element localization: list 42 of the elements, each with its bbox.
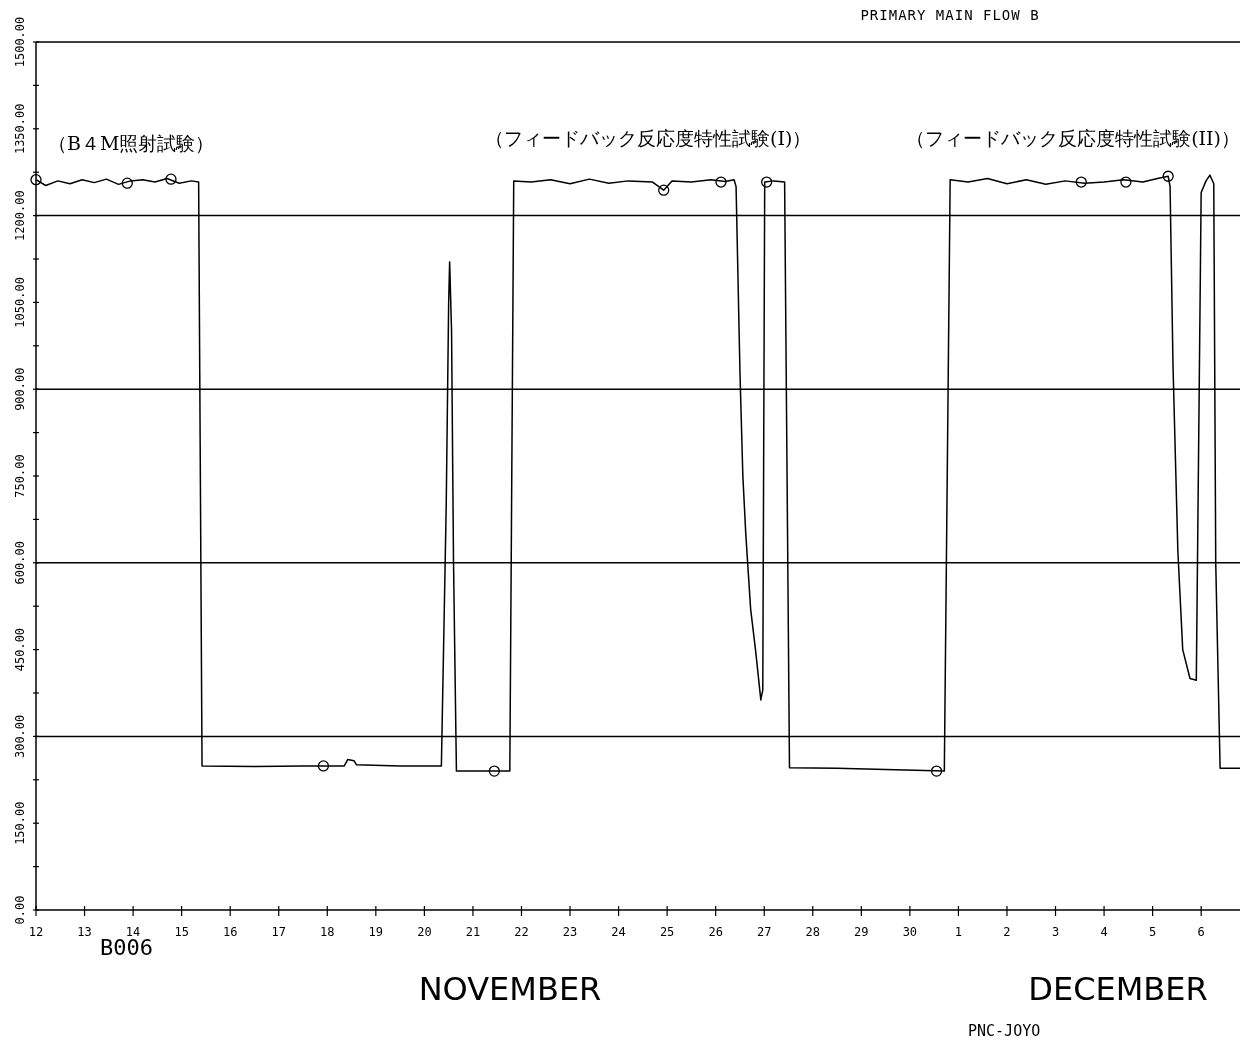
x-tick-label: 28 xyxy=(805,925,820,939)
annotation: （フィードバック反応度特性試験(II)） xyxy=(906,127,1240,149)
x-tick-label: 20 xyxy=(417,925,432,939)
x-tick-label: 25 xyxy=(659,925,675,939)
x-tick-label: 21 xyxy=(465,925,481,939)
x-tick-label: 30 xyxy=(902,925,918,939)
x-tick-label: 4 xyxy=(1100,925,1108,939)
y-tick-label: 450.00 xyxy=(13,627,27,672)
y-tick-label: 1500.00 xyxy=(13,16,27,68)
y-tick-label: 900.00 xyxy=(13,367,27,411)
x-tick-label: 26 xyxy=(708,925,723,939)
x-tick-label: 6 xyxy=(1197,925,1205,939)
x-tick-label: 15 xyxy=(174,925,189,939)
text: NOVEMBER xyxy=(418,970,602,1008)
x-tick-label: 17 xyxy=(271,925,286,939)
x-tick-label: 18 xyxy=(320,925,335,939)
y-tick-label: 150.00 xyxy=(13,801,27,845)
x-tick-label: 13 xyxy=(77,925,92,939)
x-tick-label: 2 xyxy=(1003,925,1011,939)
x-tick-label: 12 xyxy=(28,925,44,939)
annotation: （フィードバック反応度特性試験(I)） xyxy=(485,127,812,149)
y-tick-label: 1050.00 xyxy=(13,277,27,328)
y-tick-label: 1350.00 xyxy=(13,103,27,155)
x-tick-label: 16 xyxy=(222,925,238,939)
x-tick-label: 1 xyxy=(954,925,963,939)
text: PNC-JOYO xyxy=(968,1022,1041,1040)
annotation: （B４M照射試験） xyxy=(48,132,215,154)
y-tick-label: 300.00 xyxy=(13,714,27,759)
chart-title: PRIMARY MAIN FLOW B xyxy=(860,7,1040,23)
y-tick-label: 0.00 xyxy=(13,895,27,925)
x-tick-label: 5 xyxy=(1149,925,1157,939)
x-tick-label: 23 xyxy=(562,925,578,939)
text: DECEMBER xyxy=(1028,970,1208,1008)
y-tick-label: 600.00 xyxy=(13,541,27,585)
x-tick-label: 19 xyxy=(368,925,384,939)
x-tick-label: 24 xyxy=(611,925,626,939)
x-tick-label: 3 xyxy=(1051,925,1060,939)
x-tick-label: 27 xyxy=(757,925,772,939)
y-tick-label: 750.00 xyxy=(13,454,27,498)
x-tick-label: 22 xyxy=(514,925,529,939)
y-tick-label: 1200.00 xyxy=(13,190,27,241)
x-tick-label: 29 xyxy=(854,925,869,939)
